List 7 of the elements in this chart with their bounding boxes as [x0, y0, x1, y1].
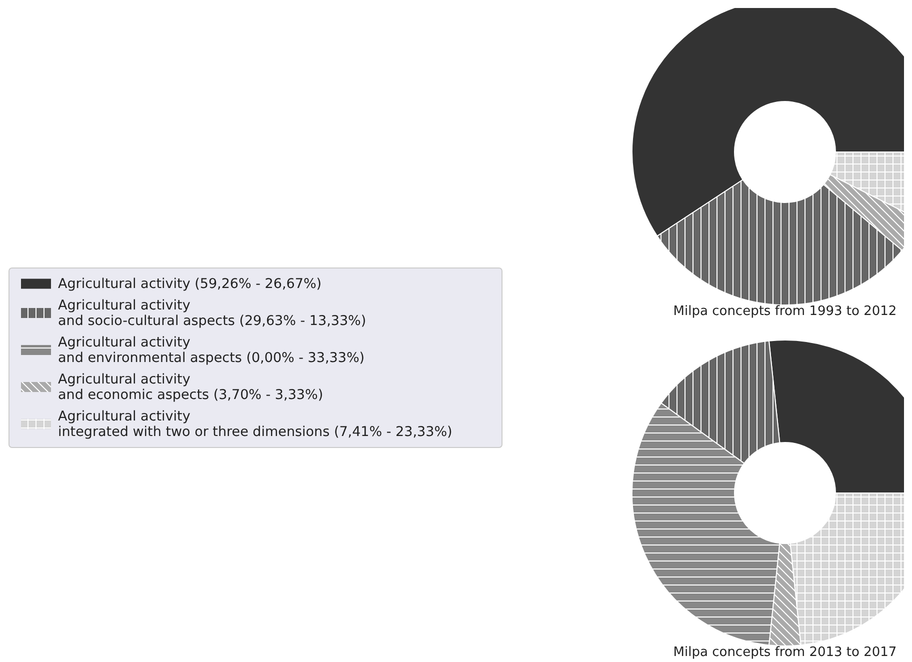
legend-label: Agricultural activity and socio-cultural aspects (29,63% - 13,33%) [58, 298, 366, 329]
text: Milpa concepts from 2013 to 2017 [673, 645, 897, 660]
legend-label: Agricultural activity (59,26% - 26,67%) [58, 276, 322, 292]
legend-label: Agricultural activity and economic aspects (3,70% - 3,33%) [58, 372, 324, 403]
legend-label: Agricultural activity integrated with two or three dimensions (7,41% - 23,33%) [58, 408, 452, 440]
legend-label: Agricultural activity and environmental aspects (0,00% - 33,33%) [58, 334, 365, 366]
text: Milpa concepts from 1993 to 2012 [673, 304, 897, 319]
